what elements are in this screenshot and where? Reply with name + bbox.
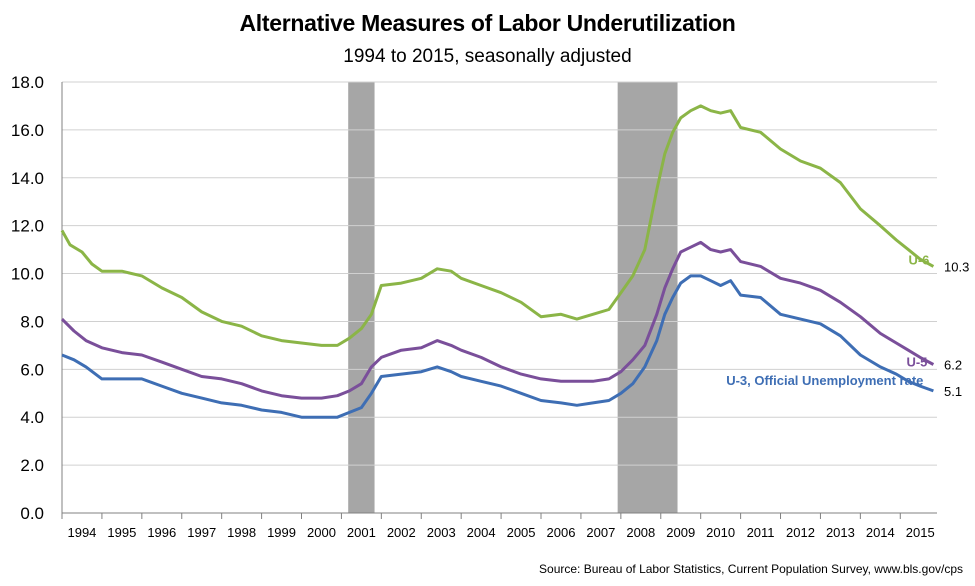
x-tick-label: 2015 [906, 525, 935, 540]
series-label-2: U-5 [906, 355, 927, 370]
series-line-1 [60, 104, 935, 347]
x-tick-label: 2009 [666, 525, 695, 540]
x-tick-label: 2014 [866, 525, 895, 540]
y-tick-label: 18.0 [11, 73, 44, 92]
source-note: Source: Bureau of Labor Statistics, Curr… [539, 562, 963, 576]
y-tick-label: 6.0 [20, 360, 44, 379]
series-line-2 [60, 240, 935, 400]
series-end-value-2: 6.2 [944, 358, 962, 373]
x-tick-label: 2000 [307, 525, 336, 540]
series-line-3 [61, 274, 934, 419]
y-tick-label: 0.0 [20, 504, 44, 523]
recession-band-2 [617, 82, 678, 513]
x-tick-label: 2012 [786, 525, 815, 540]
x-tick-label: 2008 [626, 525, 655, 540]
x-tick-label: 2013 [826, 525, 855, 540]
y-tick-label: 4.0 [20, 408, 44, 427]
y-tick-label: 8.0 [20, 312, 44, 331]
x-tick-label: 2002 [387, 525, 416, 540]
y-tick-label: 2.0 [20, 456, 44, 475]
x-tick-label: 1997 [187, 525, 216, 540]
x-tick-label: 2001 [347, 525, 376, 540]
x-tick-label: 2004 [467, 525, 496, 540]
series-label-3: U-3, Official Unemployment rate [726, 373, 923, 388]
series-label-1: U-6 [908, 252, 929, 267]
y-tick-label: 14.0 [11, 169, 44, 188]
x-tick-label: 1995 [107, 525, 136, 540]
x-tick-label: 1999 [267, 525, 296, 540]
x-tick-label: 1996 [147, 525, 176, 540]
y-tick-label: 12.0 [11, 217, 44, 236]
y-tick-label: 10.0 [11, 265, 44, 284]
x-tick-label: 2005 [507, 525, 536, 540]
x-tick-label: 2006 [547, 525, 576, 540]
series-end-value-1: 10.3 [944, 259, 969, 274]
series-end-value-3: 5.1 [944, 384, 962, 399]
x-tick-label: 1994 [67, 525, 96, 540]
x-tick-label: 2003 [427, 525, 456, 540]
x-tick-label: 2010 [706, 525, 735, 540]
chart-subtitle: 1994 to 2015, seasonally adjusted [343, 46, 632, 67]
x-tick-label: 2007 [586, 525, 615, 540]
x-tick-label: 1998 [227, 525, 256, 540]
y-tick-label: 16.0 [11, 121, 44, 140]
recession-band-1 [348, 82, 375, 513]
chart-title: Alternative Measures of Labor Underutili… [239, 10, 736, 36]
x-tick-label: 2011 [747, 525, 775, 540]
